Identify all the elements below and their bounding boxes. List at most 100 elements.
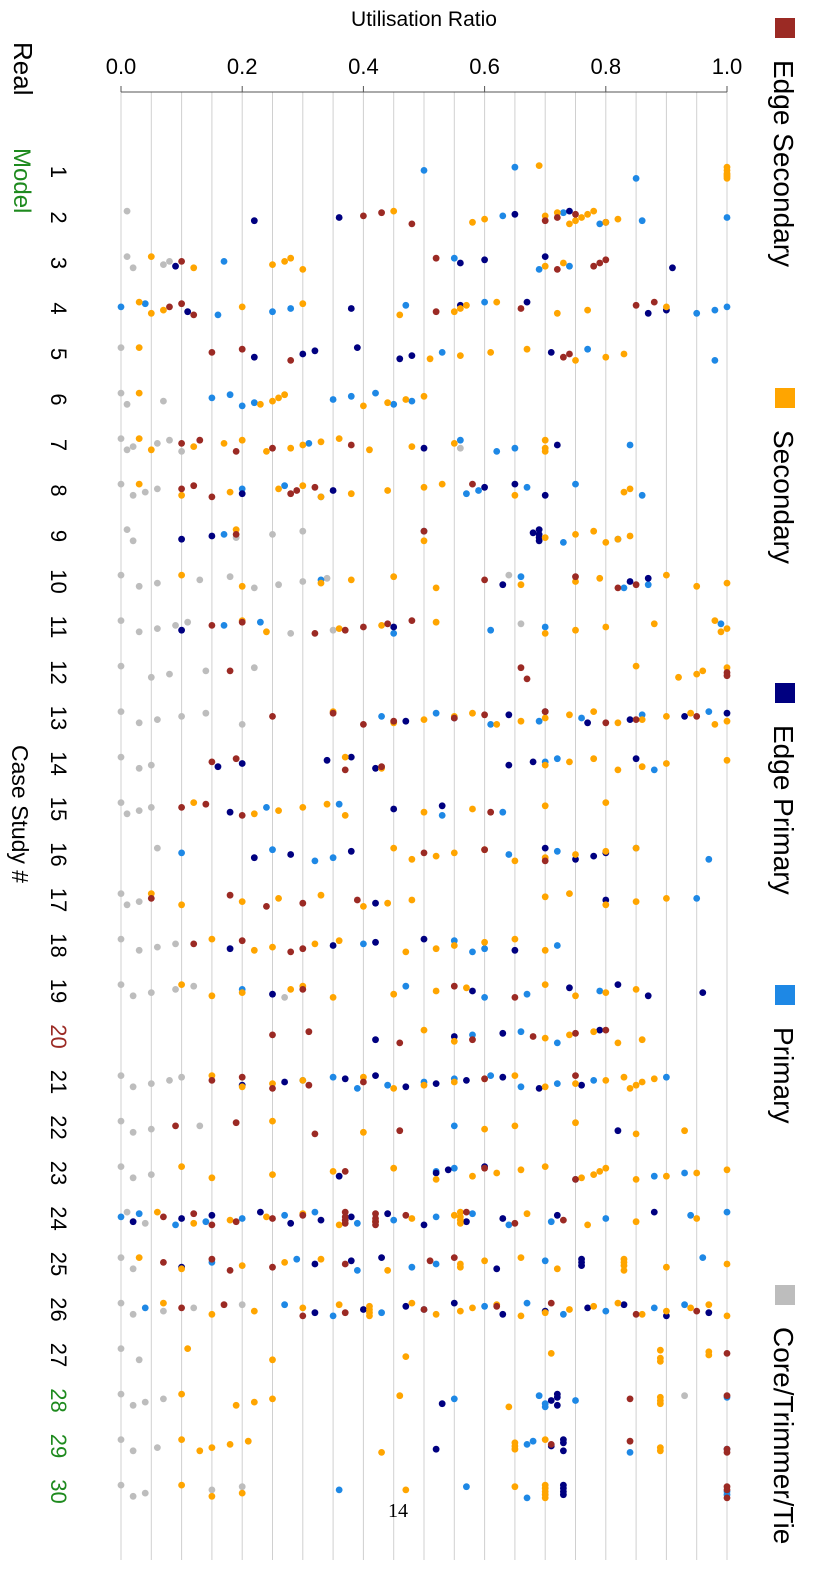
data-point (178, 1481, 186, 1489)
data-point (547, 349, 555, 356)
data-point (511, 163, 519, 171)
data-point (717, 628, 725, 636)
data-point (481, 1257, 488, 1265)
data-point (450, 1037, 458, 1045)
data-point (626, 1395, 634, 1403)
data-point (553, 942, 561, 949)
data-point (699, 667, 707, 675)
data-point (178, 485, 186, 493)
data-point (190, 264, 198, 272)
data-point (129, 1083, 137, 1091)
data-point (117, 708, 125, 715)
legend-swatch (775, 683, 795, 703)
data-point (523, 990, 531, 998)
data-point (372, 389, 379, 397)
data-point (196, 1122, 204, 1130)
data-point (329, 942, 337, 949)
data-point (541, 534, 549, 541)
data-point (311, 630, 319, 637)
data-point (299, 1304, 307, 1312)
data-point (147, 895, 155, 902)
data-point (481, 711, 488, 719)
data-point (644, 581, 652, 589)
data-point (578, 1081, 585, 1089)
data-point (584, 1304, 592, 1312)
case-label: 25 (46, 1252, 71, 1276)
data-point (723, 1392, 731, 1400)
data-point (269, 1080, 276, 1087)
data-point (341, 1260, 349, 1268)
case-label: 3 (46, 257, 71, 269)
data-point (723, 1483, 731, 1491)
data-point (547, 1218, 555, 1226)
data-point (384, 1081, 392, 1089)
data-point (602, 218, 610, 226)
data-point (208, 349, 216, 356)
data-point (638, 716, 646, 723)
data-point (723, 1208, 731, 1216)
data-point (602, 539, 610, 546)
data-point (559, 1447, 567, 1455)
data-point (287, 986, 295, 993)
case-label: 21 (46, 1070, 71, 1094)
data-point (450, 1033, 458, 1040)
data-point (129, 1174, 137, 1182)
data-point (238, 402, 246, 410)
data-point (208, 622, 216, 629)
data-point (335, 214, 343, 221)
data-point (408, 1299, 416, 1307)
data-point (420, 1221, 428, 1229)
data-point (263, 1213, 270, 1221)
data-point (250, 664, 258, 672)
data-point (602, 1215, 610, 1222)
data-point (638, 1036, 646, 1044)
data-point (553, 1265, 561, 1273)
data-point (360, 212, 367, 220)
data-point (287, 851, 295, 858)
data-point (232, 526, 240, 533)
data-point (632, 1218, 640, 1226)
data-point (481, 994, 488, 1001)
data-point (160, 1299, 167, 1307)
data-point (626, 1437, 634, 1445)
data-point (572, 855, 579, 863)
data-point (299, 1077, 307, 1084)
data-point (378, 1309, 385, 1317)
data-point (335, 625, 343, 632)
data-point (499, 808, 507, 816)
data-point (541, 946, 549, 954)
data-point (632, 175, 640, 182)
data-point (208, 1072, 216, 1079)
data-point (129, 1218, 137, 1226)
data-point (541, 1436, 549, 1443)
data-point (572, 217, 579, 225)
data-point (572, 210, 579, 218)
data-point (614, 1127, 622, 1135)
data-point (705, 708, 713, 715)
data-point (511, 1439, 519, 1447)
data-point (705, 1309, 713, 1317)
data-point (378, 209, 385, 217)
data-point (456, 1208, 464, 1216)
data-point (178, 804, 186, 811)
data-point (129, 264, 137, 272)
data-point (535, 162, 543, 170)
data-point (469, 1036, 476, 1044)
data-point (299, 1312, 307, 1320)
data-point (390, 1164, 398, 1172)
data-point (681, 1169, 688, 1177)
data-point (638, 1310, 646, 1318)
data-point (596, 1168, 604, 1175)
data-point (620, 1301, 628, 1309)
data-point (614, 1299, 622, 1307)
data-point (250, 353, 258, 361)
data-point (123, 901, 131, 909)
data-point (529, 758, 537, 766)
data-point (566, 1031, 573, 1039)
data-point (226, 488, 234, 496)
data-point (281, 258, 289, 265)
legend-swatch (775, 388, 795, 408)
data-point (196, 576, 204, 584)
data-point (238, 1262, 246, 1269)
data-point (408, 855, 416, 863)
